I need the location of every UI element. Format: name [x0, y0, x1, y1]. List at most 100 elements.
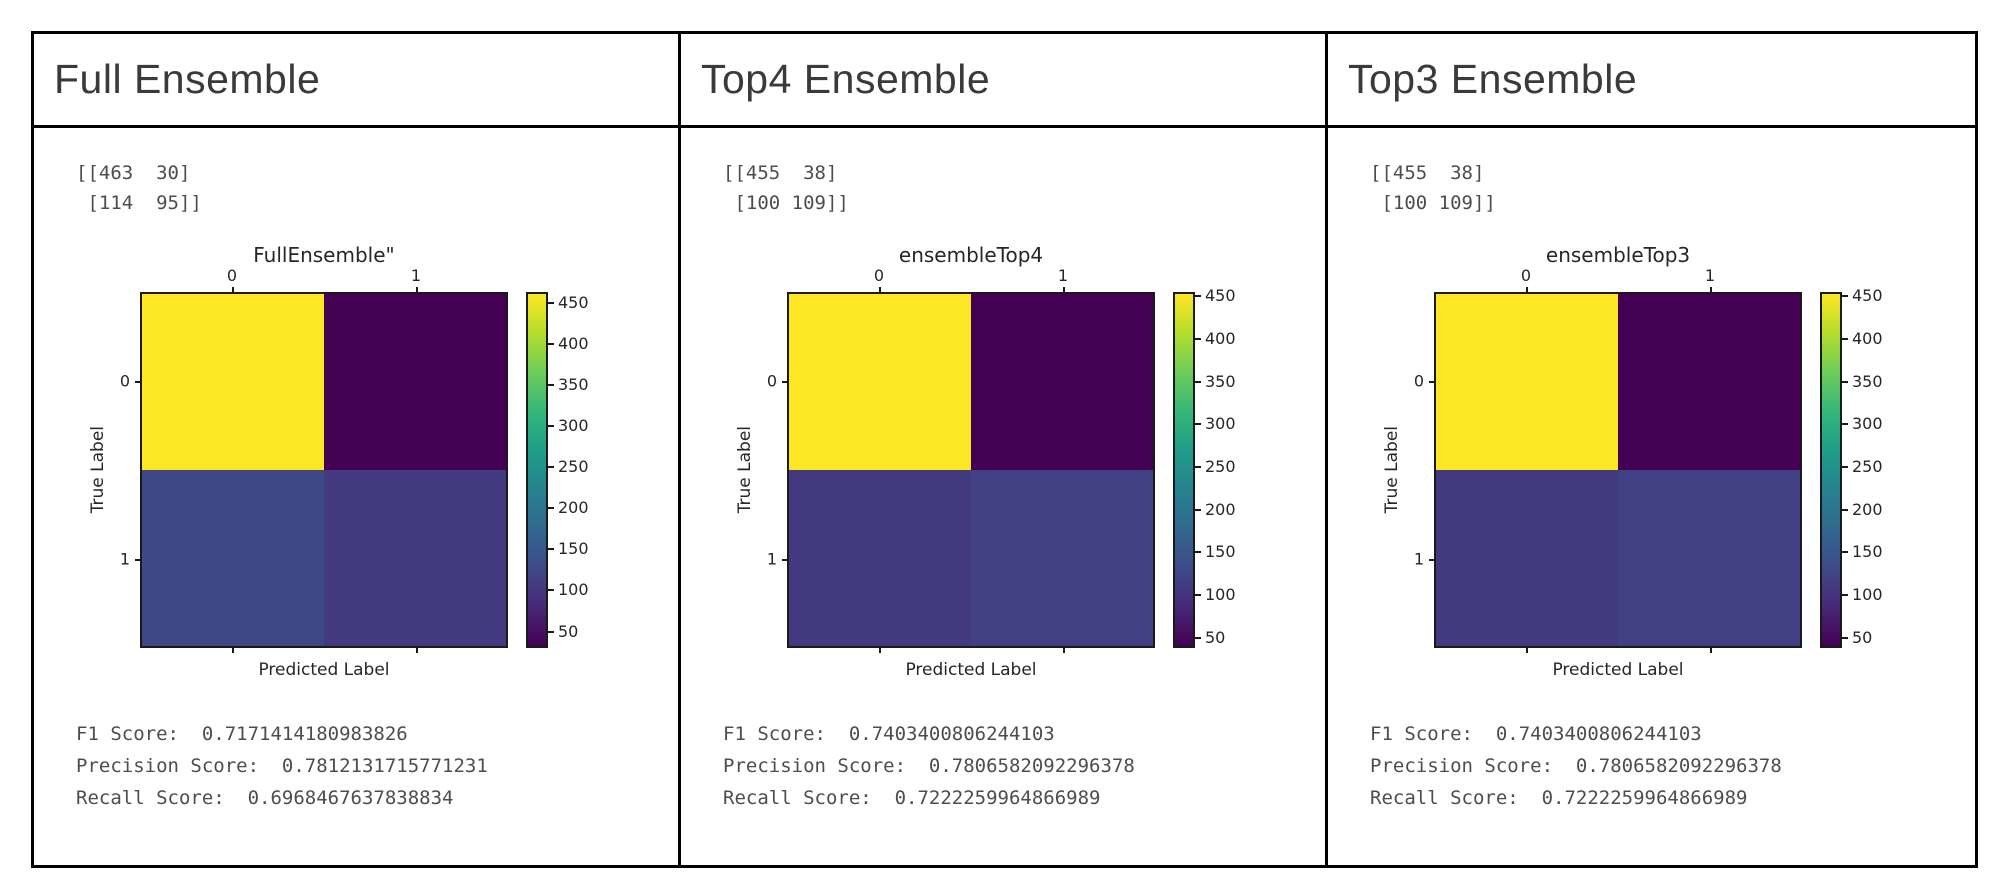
x-axis-bottom-ticks	[1434, 648, 1802, 658]
colorbar-tick-label: 400	[1205, 328, 1236, 348]
y-axis-ticks: 0 1	[110, 292, 140, 648]
score-block: F1 Score: 0.7171414180983826 Precision S…	[76, 718, 668, 814]
x-tick-label: 0	[1520, 266, 1532, 285]
score-line: Recall Score: 0.6968467637838834	[76, 782, 668, 814]
colorbar-tick-label: 450	[558, 292, 589, 312]
score-block: F1 Score: 0.7403400806244103 Precision S…	[1370, 718, 1965, 814]
column-header-label: Top3 Ensemble	[1348, 56, 1638, 102]
score-label: Recall Score:	[1370, 787, 1519, 809]
colorbar-tick-mark	[548, 301, 554, 304]
confusion-matrix-text-line: [[455 38]	[1370, 162, 1485, 184]
result-cell-top3-ensemble: [[455 38] [100 109]] ensembleTop3 0 1 Tr…	[1328, 128, 1975, 865]
colorbar-tick-label: 250	[558, 457, 589, 477]
score-value: 0.7806582092296378	[1575, 755, 1782, 777]
y-tick-label: 0	[119, 371, 130, 391]
heatmap-cell	[971, 294, 1153, 470]
score-line: Precision Score: 0.7806582092296378	[1370, 750, 1965, 782]
x-axis-top-ticks: 0 1	[787, 266, 1155, 292]
x-axis-top-ticks: 0 1	[140, 266, 508, 292]
score-line: F1 Score: 0.7403400806244103	[1370, 718, 1965, 750]
score-label: F1 Score:	[1370, 723, 1473, 745]
x-axis-label: Predicted Label	[258, 660, 390, 680]
confusion-matrix-text: [[463 30] [114 95]]	[76, 158, 668, 218]
x-tick-label: 1	[1057, 266, 1069, 285]
result-cell-top4-ensemble: [[455 38] [100 109]] ensembleTop4 0 1 Tr…	[681, 128, 1328, 865]
confusion-matrix-figure: ensembleTop3 0 1 True Label 0 1 50 100 150…	[1380, 238, 1965, 688]
colorbar-tick-mark	[548, 630, 554, 633]
colorbar-tick-mark	[1195, 594, 1201, 597]
x-axis-bottom-ticks	[140, 648, 508, 658]
confusion-matrix-heatmap	[1434, 292, 1802, 648]
colorbar-tick-mark	[1195, 337, 1201, 340]
colorbar-tick-label: 400	[1852, 328, 1883, 348]
colorbar-tick-label: 150	[1852, 542, 1883, 562]
colorbar-tick-label: 400	[558, 333, 589, 353]
colorbar-tick-label: 450	[1205, 286, 1236, 306]
column-header-top4-ensemble: Top4 Ensemble	[681, 34, 1328, 128]
column-header-label: Top4 Ensemble	[701, 56, 991, 102]
colorbar-tick-mark	[548, 466, 554, 469]
score-value: 0.7806582092296378	[928, 755, 1135, 777]
colorbar-tick-label: 350	[1205, 371, 1236, 391]
confusion-matrix-text: [[455 38] [100 109]]	[1370, 158, 1965, 218]
colorbar-tick-label: 50	[558, 621, 579, 641]
y-tick-label: 1	[766, 549, 777, 569]
colorbar-tick-mark	[1842, 551, 1848, 554]
y-tick-label: 1	[119, 549, 130, 569]
colorbar-tick-label: 150	[1205, 542, 1236, 562]
x-tick-label: 0	[226, 266, 238, 285]
heatmap-cell	[789, 470, 971, 646]
confusion-matrix-text: [[455 38] [100 109]]	[723, 158, 1315, 218]
x-tick-label: 1	[1704, 266, 1716, 285]
colorbar-tick-mark	[1842, 466, 1848, 469]
colorbar-tick-mark	[1195, 466, 1201, 469]
colorbar-tick-mark	[1195, 551, 1201, 554]
colorbar-tick-mark	[548, 548, 554, 551]
result-cell-full-ensemble: [[463 30] [114 95]] FullEnsemble" 0 1 Tr…	[34, 128, 681, 865]
colorbar-tick-label: 200	[1205, 499, 1236, 519]
y-tick-label: 0	[1413, 371, 1424, 391]
heatmap-cell	[142, 294, 324, 470]
colorbar-tick-mark	[1195, 295, 1201, 298]
confusion-matrix-figure: ensembleTop4 0 1 True Label 0 1 50 100 150…	[733, 238, 1315, 688]
x-axis-label: Predicted Label	[905, 660, 1037, 680]
colorbar: 50 100 150 200 250 300 350 400 450	[508, 292, 604, 648]
x-axis-top-ticks: 0 1	[1434, 266, 1802, 292]
colorbar-tick-label: 250	[1852, 457, 1883, 477]
colorbar-tick-label: 350	[1852, 371, 1883, 391]
heatmap-cell	[142, 470, 324, 646]
y-axis-label-container: True Label	[86, 292, 110, 648]
colorbar-tick-mark	[1842, 337, 1848, 340]
score-label: Precision Score:	[1370, 755, 1554, 777]
score-label: F1 Score:	[76, 723, 179, 745]
column-header-label: Full Ensemble	[54, 56, 321, 102]
score-value: 0.6968467637838834	[247, 787, 454, 809]
colorbar-tick-label: 50	[1852, 627, 1873, 647]
heatmap-cell	[324, 470, 506, 646]
x-tick-label: 1	[410, 266, 422, 285]
colorbar-tick-mark	[548, 383, 554, 386]
y-axis-label: True Label	[88, 426, 108, 514]
score-line: Recall Score: 0.7222259964866989	[1370, 782, 1965, 814]
colorbar-tick-label: 350	[558, 374, 589, 394]
colorbar-tick-label: 300	[1852, 414, 1883, 434]
score-line: Precision Score: 0.7812131715771231	[76, 750, 668, 782]
score-label: Recall Score:	[723, 787, 872, 809]
confusion-matrix-heatmap	[140, 292, 508, 648]
heatmap-cell	[1436, 294, 1618, 470]
heatmap-cell	[971, 470, 1153, 646]
x-axis-label: Predicted Label	[1552, 660, 1684, 680]
colorbar-tick-label: 100	[1205, 585, 1236, 605]
score-label: Precision Score:	[723, 755, 907, 777]
score-line: Precision Score: 0.7806582092296378	[723, 750, 1315, 782]
y-axis-label: True Label	[735, 426, 755, 514]
colorbar-tick-mark	[1842, 295, 1848, 298]
colorbar-tick-label: 200	[1852, 499, 1883, 519]
score-line: F1 Score: 0.7171414180983826	[76, 718, 668, 750]
figure-title: ensembleTop3	[1545, 243, 1691, 267]
colorbar-gradient	[1173, 292, 1195, 648]
colorbar-tick-mark	[548, 342, 554, 345]
score-label: Precision Score:	[76, 755, 260, 777]
colorbar-tick-label: 300	[558, 416, 589, 435]
confusion-matrix-text-line: [114 95]]	[76, 192, 202, 214]
